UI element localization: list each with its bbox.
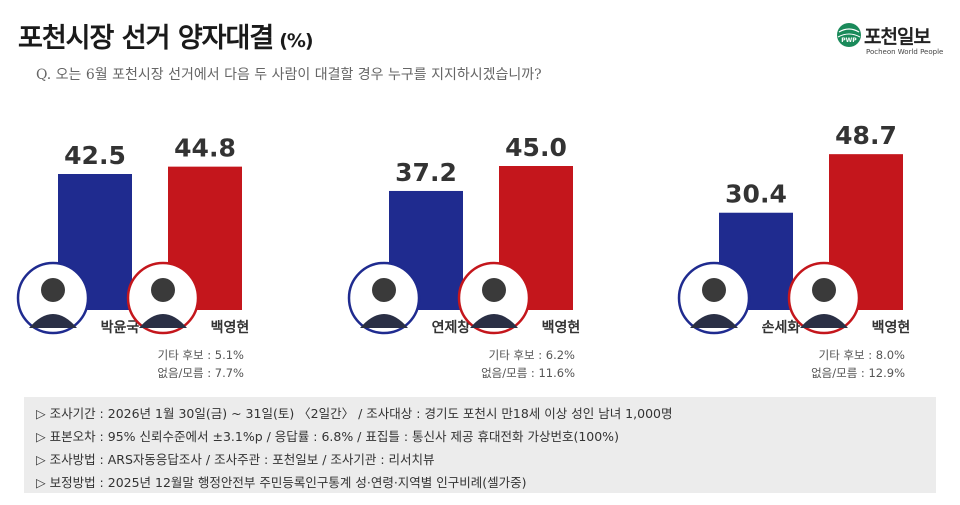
avatar-body-icon xyxy=(800,314,848,328)
avatar-body-icon xyxy=(139,314,187,328)
survey-weighting: ▷ 보정방법 : 2025년 12월말 행정안전부 주민등록인구통계 성·연령·… xyxy=(36,475,527,490)
avatar-head-icon xyxy=(151,278,175,302)
title-unit: (%) xyxy=(279,30,313,52)
title-text: 포천시장 선거 양자대결 xyxy=(18,23,274,54)
other-candidates-note: 기타 후보 : 6.2% xyxy=(489,348,575,362)
avatar-body-icon xyxy=(360,314,408,328)
other-candidates-note: 기타 후보 : 5.1% xyxy=(158,348,244,362)
candidate-name: 백영현 xyxy=(211,319,250,336)
candidate-name: 손세화 xyxy=(762,320,801,336)
avatar-head-icon xyxy=(41,278,65,302)
avatar-body-icon xyxy=(690,314,738,328)
avatar-head-icon xyxy=(372,278,396,302)
logo-name: 포천일보 xyxy=(864,26,931,48)
brand-logo: PWP 포천일보 Pocheon World People xyxy=(836,20,944,58)
undecided-note: 없음/모름 : 7.7% xyxy=(157,366,244,380)
bar-value-label: 48.7 xyxy=(835,121,897,150)
survey-info-box: ▷ 조사기간 : 2026년 1월 30일(금) ~ 31일(토) 〈2일간〉 … xyxy=(24,397,936,493)
bar-value-label: 45.0 xyxy=(505,133,567,162)
bar-value-label: 30.4 xyxy=(725,180,787,209)
bar-value-label: 44.8 xyxy=(174,134,236,163)
undecided-note: 없음/모름 : 11.6% xyxy=(481,366,575,380)
other-candidates-note: 기타 후보 : 8.0% xyxy=(819,348,905,362)
candidate-name: 연제창 xyxy=(432,319,471,336)
candidate-name: 백영현 xyxy=(872,319,911,336)
survey-question: Q. 오는 6월 포천시장 선거에서 다음 두 사람이 대결할 경우 누구를 지… xyxy=(36,67,542,83)
survey-period: ▷ 조사기간 : 2026년 1월 30일(금) ~ 31일(토) 〈2일간〉 … xyxy=(36,406,673,421)
avatar-head-icon xyxy=(702,278,726,302)
globe-logo-icon: PWP xyxy=(837,23,861,47)
avatar-body-icon xyxy=(470,314,518,328)
candidate-name: 박윤국 xyxy=(101,319,140,336)
bar-value-label: 37.2 xyxy=(395,158,457,187)
survey-method: ▷ 조사방법 : ARS자동응답조사 / 조사주관 : 포천일보 / 조사기관 … xyxy=(36,452,435,467)
logo-tagline: Pocheon World People xyxy=(866,48,944,56)
avatar-body-icon xyxy=(29,314,77,328)
chart-title: 포천시장 선거 양자대결 (%) xyxy=(18,16,314,55)
avatar-head-icon xyxy=(812,278,836,302)
survey-error: ▷ 표본오차 : 95% 신뢰수준에서 ±3.1%p / 응답률 : 6.8% … xyxy=(36,429,619,444)
avatar-head-icon xyxy=(482,278,506,302)
undecided-note: 없음/모름 : 12.9% xyxy=(811,366,905,380)
logo-mark-text: PWP xyxy=(841,37,857,44)
candidate-name: 백영현 xyxy=(542,319,581,336)
bar-value-label: 42.5 xyxy=(64,141,126,170)
